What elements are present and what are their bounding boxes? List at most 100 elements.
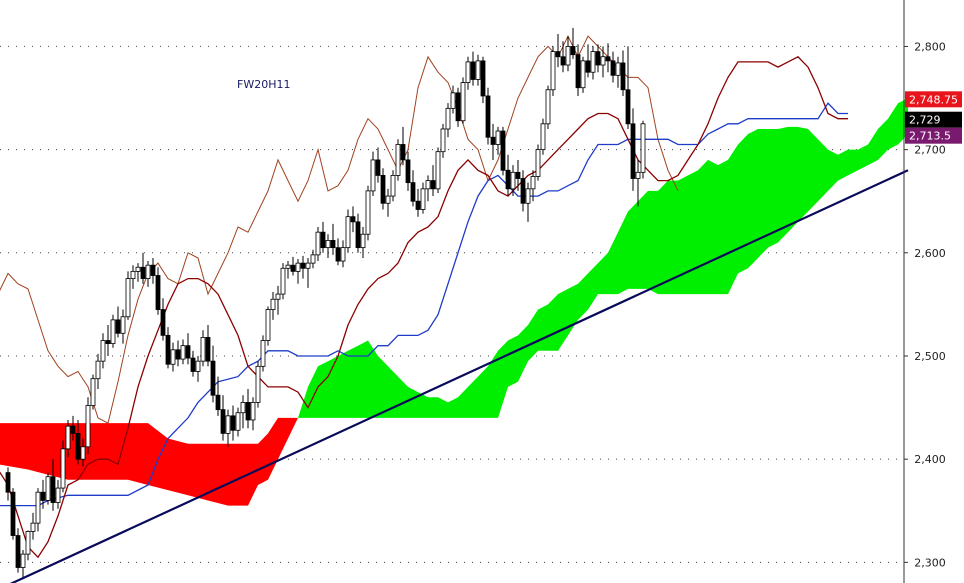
price-tag [905,91,962,108]
trendline [9,169,909,583]
candle-up [145,264,151,280]
candle-up [390,175,396,197]
candle-up [110,319,116,345]
candle-down [215,394,221,411]
candle-down [375,159,381,176]
candle-down [570,46,576,56]
candle-down [410,182,416,202]
candle-down [485,95,491,138]
candle-down [625,89,631,125]
candle-up [640,123,646,173]
candle-up [345,216,351,249]
candle-up [370,159,376,192]
candle-down [5,472,11,493]
candle-down [500,130,506,171]
candle-up [525,188,531,204]
candle-down [380,175,386,204]
candle-down [490,136,496,145]
candle-up [80,446,86,460]
candle-down [320,231,326,249]
candle-up [420,188,426,210]
candle-down [150,264,156,276]
candle-down [430,180,436,190]
candle-up [235,412,241,431]
candle-down [575,54,581,89]
y-tick-label: 2,500 [914,350,946,363]
candle-down [10,491,16,536]
candle-down [355,221,361,249]
candle-up [60,448,66,489]
candle-up [275,293,281,300]
candle-up [120,316,126,334]
candle-up [295,262,301,272]
candle-down [105,340,111,345]
candle-up [45,476,51,501]
candlesticks [5,27,646,578]
candle-down [605,56,611,62]
y-axis: 2,300 2,400 2,500 2,600 2,700 2,800 [904,40,946,569]
candle-up [35,491,41,524]
candle-down [350,216,356,223]
candle-up [315,231,321,256]
price-tag-label: 2,729 [909,114,941,127]
candle-down [210,360,216,396]
candle-down [50,476,56,503]
candle-up [55,487,61,503]
candle-up [170,349,176,365]
candle-down [620,62,626,91]
candle-up [25,531,31,555]
tenkan-line [0,56,848,559]
candle-down [480,60,486,97]
candle-up [475,60,481,80]
candle-up [615,62,621,76]
y-tick-label: 2,400 [914,453,946,466]
kijun-line [0,102,848,507]
price-tag-label: 2,713.5 [909,130,951,143]
candle-down [155,275,161,310]
candle-down [330,240,336,249]
candle-up [590,51,596,73]
candle-down [405,159,411,184]
candle-down [470,61,476,80]
y-tick-label: 2,300 [914,556,946,569]
candle-up [365,190,371,235]
cloud-bearish [0,417,298,506]
candle-up [195,360,201,372]
candle-up [30,522,36,532]
indicator-lines [0,34,848,559]
candle-down [165,334,171,365]
candle-up [280,267,286,295]
candle-up [130,270,136,280]
candle-up [495,130,501,145]
candle-up [545,89,551,125]
candle-up [530,176,536,190]
candle-up [200,337,206,362]
price-tags: 2,748.75 2,729 2,713.5 [905,91,962,144]
candle-down [595,51,601,66]
candle-up [255,365,261,403]
y-tick-label: 2,700 [914,144,946,157]
candle-up [540,123,546,151]
candle-up [85,405,91,448]
candle-up [360,233,366,249]
candle-down [75,432,81,460]
candle-up [20,553,26,568]
candle-up [460,82,466,122]
cloud-bullish [298,98,908,418]
candle-up [100,340,106,362]
candle-up [305,262,311,269]
candle-down [515,171,521,179]
candle-down [555,51,561,58]
candle-down [185,345,191,359]
candle-up [635,171,641,179]
candle-down [300,262,306,269]
candle-down [205,337,211,362]
candle-up [285,264,291,269]
price-tag [905,127,962,144]
candle-up [260,340,266,367]
candle-up [240,402,246,414]
candle-up [250,402,256,421]
candle-up [445,107,451,130]
candle-down [585,60,591,73]
candle-up [65,425,71,450]
